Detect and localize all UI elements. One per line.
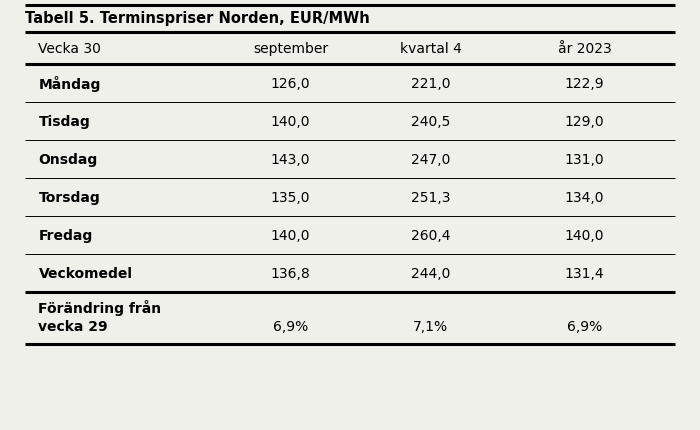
Text: 260,4: 260,4: [411, 228, 450, 243]
Text: kvartal 4: kvartal 4: [400, 42, 461, 56]
Text: Veckomedel: Veckomedel: [38, 266, 132, 280]
Text: 6,9%: 6,9%: [567, 319, 602, 333]
Text: 131,0: 131,0: [565, 153, 604, 166]
Text: 134,0: 134,0: [565, 190, 604, 205]
Text: 244,0: 244,0: [411, 266, 450, 280]
Text: 136,8: 136,8: [271, 266, 310, 280]
Text: vecka 29: vecka 29: [38, 319, 108, 333]
Text: Fredag: Fredag: [38, 228, 92, 243]
Text: 221,0: 221,0: [411, 77, 450, 91]
Text: 135,0: 135,0: [271, 190, 310, 205]
Text: 140,0: 140,0: [271, 228, 310, 243]
Text: Onsdag: Onsdag: [38, 153, 98, 166]
Text: 126,0: 126,0: [271, 77, 310, 91]
Text: 143,0: 143,0: [271, 153, 310, 166]
Text: 129,0: 129,0: [565, 115, 604, 129]
Text: Måndag: Måndag: [38, 76, 101, 92]
Text: 240,5: 240,5: [411, 115, 450, 129]
Text: 140,0: 140,0: [565, 228, 604, 243]
Text: 251,3: 251,3: [411, 190, 450, 205]
Text: Tabell 5. Terminspriser Norden, EUR/MWh: Tabell 5. Terminspriser Norden, EUR/MWh: [25, 12, 370, 26]
Text: 122,9: 122,9: [565, 77, 604, 91]
Text: Vecka 30: Vecka 30: [38, 42, 102, 56]
Text: 131,4: 131,4: [565, 266, 604, 280]
Text: 247,0: 247,0: [411, 153, 450, 166]
Text: september: september: [253, 42, 328, 56]
Text: 7,1%: 7,1%: [413, 319, 448, 333]
Text: år 2023: år 2023: [558, 42, 611, 56]
Text: 140,0: 140,0: [271, 115, 310, 129]
Text: Torsdag: Torsdag: [38, 190, 100, 205]
Text: Förändring från: Förändring från: [38, 299, 162, 315]
Text: 6,9%: 6,9%: [273, 319, 308, 333]
Text: Tisdag: Tisdag: [38, 115, 90, 129]
